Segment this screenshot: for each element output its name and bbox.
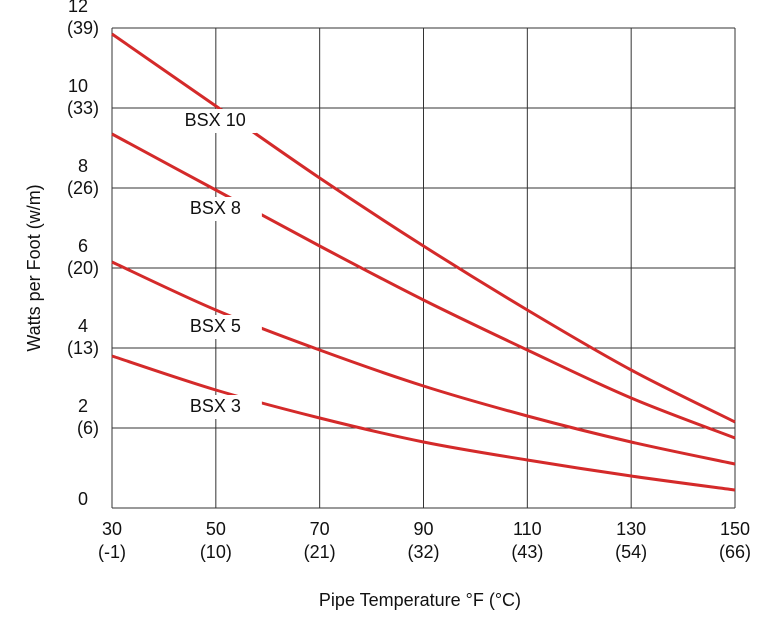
y-tick-sublabel-12: (39) bbox=[67, 18, 99, 38]
x-tick-sublabel-70: (21) bbox=[304, 542, 336, 562]
x-tick-label-30: 30 bbox=[102, 519, 122, 539]
series-label-bsx-8: BSX 8 bbox=[190, 198, 241, 218]
x-tick-sublabel-130: (54) bbox=[615, 542, 647, 562]
x-tick-sublabel-30: (-1) bbox=[98, 542, 126, 562]
x-tick-sublabel-50: (10) bbox=[200, 542, 232, 562]
y-tick-sublabel-2: (6) bbox=[77, 418, 99, 438]
series-line-bsx-3 bbox=[111, 354, 736, 492]
series-label-bg-bsx-8 bbox=[185, 197, 262, 221]
x-tick-sublabel-150: (66) bbox=[719, 542, 751, 562]
series-label-bsx-3: BSX 3 bbox=[190, 396, 241, 416]
series-label-bsx-5: BSX 5 bbox=[190, 316, 241, 336]
x-tick-label-150: 150 bbox=[720, 519, 750, 539]
series-label-bsx-10: BSX 10 bbox=[185, 110, 246, 130]
x-tick-label-70: 70 bbox=[310, 519, 330, 539]
y-tick-label-4: 4 bbox=[78, 316, 88, 336]
series-label-bg-bsx-10 bbox=[180, 109, 257, 133]
y-tick-label-8: 8 bbox=[78, 156, 88, 176]
y-tick-label-2: 2 bbox=[78, 396, 88, 416]
x-tick-sublabel-110: (43) bbox=[511, 542, 543, 562]
y-tick-label-6: 6 bbox=[78, 236, 88, 256]
x-tick-labels: 30 (-1) 50 (10) 70 (21) 90 (32) 110 (43) 130 (54) 15… bbox=[98, 519, 751, 562]
series-label-bg-bsx-5 bbox=[185, 315, 262, 339]
y-tick-label-10: 10 bbox=[68, 76, 88, 96]
x-tick-label-110: 110 bbox=[513, 519, 542, 539]
x-tick-sublabel-90: (32) bbox=[407, 542, 439, 562]
x-tick-label-130: 130 bbox=[616, 519, 646, 539]
series-lines bbox=[111, 32, 736, 492]
y-tick-sublabel-4: (13) bbox=[67, 338, 99, 358]
y-tick-label-0: 0 bbox=[78, 489, 88, 509]
y-tick-label-12: 12 bbox=[68, 0, 88, 16]
y-tick-sublabel-8: (26) bbox=[67, 178, 99, 198]
y-tick-sublabel-10: (33) bbox=[67, 98, 99, 118]
x-axis-title: Pipe Temperature °F (°C) bbox=[319, 590, 521, 610]
grid bbox=[111, 27, 736, 509]
series-line-bsx-10 bbox=[111, 32, 736, 424]
series-line-bsx-8 bbox=[111, 132, 736, 440]
series-labels: BSX 10 BSX 8 BSX 5 BSX 3 bbox=[180, 109, 262, 419]
series-line-bsx-5 bbox=[111, 260, 736, 466]
y-tick-labels: 0 2(6) 4(13) 6(20) 8(26) 10(33) 12 (39) bbox=[67, 0, 99, 509]
series-label-bg-bsx-3 bbox=[185, 395, 262, 419]
y-tick-sublabel-6: (20) bbox=[67, 258, 99, 278]
y-axis-title: Watts per Foot (w/m) bbox=[24, 184, 44, 351]
x-tick-label-90: 90 bbox=[413, 519, 433, 539]
x-tick-label-50: 50 bbox=[206, 519, 226, 539]
